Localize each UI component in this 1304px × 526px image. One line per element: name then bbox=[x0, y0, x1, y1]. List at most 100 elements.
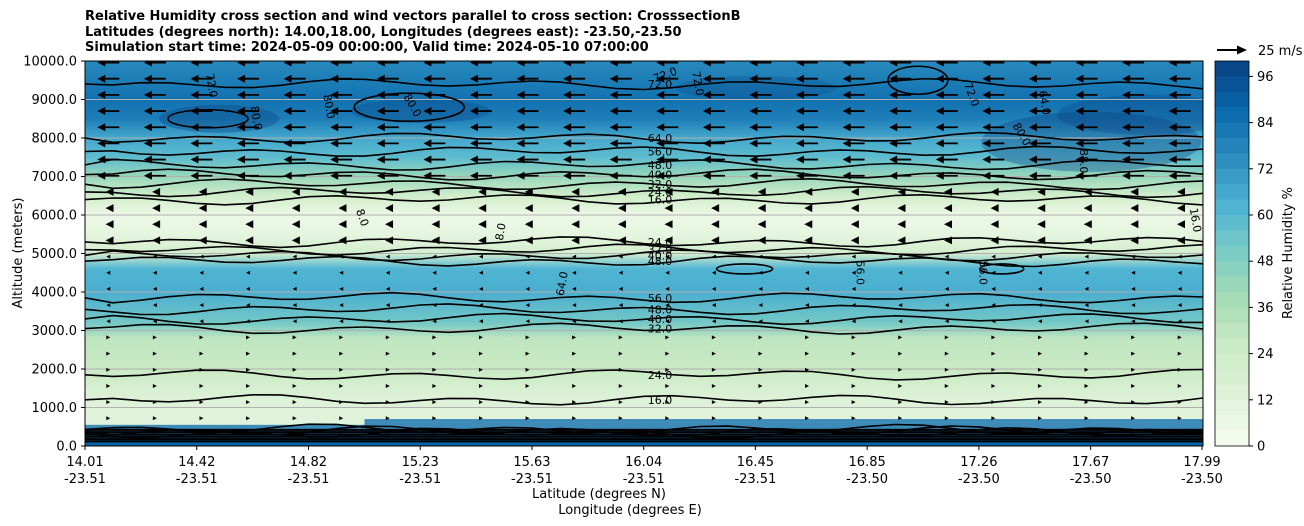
wind-arrow bbox=[851, 319, 856, 324]
wind-arrow bbox=[1084, 351, 1089, 356]
wind-arrow bbox=[944, 286, 949, 291]
wind-arrow bbox=[572, 270, 577, 275]
wind-arrow bbox=[1131, 400, 1136, 405]
wind-arrow bbox=[711, 367, 716, 372]
wind-arrow bbox=[385, 254, 390, 259]
wind-arrow bbox=[1131, 254, 1136, 259]
wind-arrow-head bbox=[1028, 90, 1037, 99]
wind-arrow bbox=[991, 400, 996, 405]
wind-arrow-head bbox=[804, 220, 813, 229]
wind-arrow bbox=[1131, 367, 1136, 372]
wind-arrow bbox=[385, 286, 390, 291]
wind-arrow bbox=[1177, 270, 1182, 275]
wind-arrow bbox=[758, 319, 763, 324]
wind-arrow bbox=[199, 335, 204, 340]
wind-arrow-head bbox=[656, 61, 665, 67]
wind-arrow bbox=[106, 335, 111, 340]
wind-arrow bbox=[199, 367, 204, 372]
wind-arrow bbox=[478, 270, 483, 275]
wind-arrow-head bbox=[842, 123, 851, 132]
wind-arrow-head bbox=[889, 74, 898, 83]
wind-arrow bbox=[385, 367, 390, 372]
wind-arrow bbox=[805, 383, 810, 388]
contour-line-9 bbox=[85, 255, 1203, 268]
contour-label-15: 32.0 bbox=[648, 178, 673, 191]
wind-arrow bbox=[199, 383, 204, 388]
wind-arrow bbox=[898, 367, 903, 372]
contour-label-11: 32.0 bbox=[648, 244, 673, 257]
wind-arrow-head bbox=[283, 155, 292, 164]
wind-arrow bbox=[805, 254, 810, 259]
wind-arrow-head bbox=[944, 187, 953, 196]
x-tick-lat: 16.04 bbox=[625, 455, 662, 470]
wind-arrow-head bbox=[152, 236, 161, 245]
wind-arrow-head bbox=[1122, 107, 1131, 116]
wind-arrow bbox=[385, 303, 390, 308]
wind-arrow-head bbox=[469, 74, 478, 83]
wind-arrow-head bbox=[804, 204, 813, 213]
wind-arrow-head bbox=[338, 236, 347, 245]
wind-arrow bbox=[432, 432, 437, 437]
wind-arrow bbox=[572, 286, 577, 291]
wind-arrow-head bbox=[330, 155, 339, 164]
wind-arrow bbox=[758, 416, 763, 421]
wind-arrow bbox=[152, 270, 157, 275]
wind-arrow-head bbox=[1168, 90, 1177, 99]
wind-arrow-head bbox=[469, 107, 478, 116]
wind-arrow-head bbox=[617, 204, 626, 213]
wind-arrow bbox=[292, 400, 297, 405]
wind-arrow-head bbox=[237, 74, 246, 83]
wind-arrow bbox=[898, 303, 903, 308]
wind-arrow-head bbox=[563, 171, 572, 180]
wind-arrow-head bbox=[469, 155, 478, 164]
wind-arrow-head bbox=[609, 90, 618, 99]
wind-arrow-head bbox=[143, 61, 152, 67]
wind-arrow-head bbox=[944, 220, 953, 229]
x-tick-lat: 17.26 bbox=[960, 455, 997, 470]
wind-arrow bbox=[106, 367, 111, 372]
wind-arrow-head bbox=[376, 107, 385, 116]
wind-arrow-head bbox=[889, 171, 898, 180]
wind-arrow bbox=[944, 367, 949, 372]
wind-arrow-head bbox=[609, 107, 618, 116]
wind-arrow bbox=[106, 432, 111, 437]
wind-arrow bbox=[805, 351, 810, 356]
wind-arrow-head bbox=[1176, 204, 1185, 213]
wind-arrow-head bbox=[97, 139, 106, 148]
wind-arrow-head bbox=[1028, 74, 1037, 83]
wind-arrow-head bbox=[431, 187, 440, 196]
contour-line-14 bbox=[85, 185, 1203, 199]
wind-arrow-head bbox=[469, 61, 478, 67]
wind-arrow bbox=[106, 351, 111, 356]
inline-contour-label-10: 8.0 bbox=[353, 207, 371, 228]
wind-arrow-head bbox=[1122, 74, 1131, 83]
wind-arrow bbox=[246, 319, 251, 324]
wind-arrow bbox=[106, 319, 111, 324]
wind-arrow bbox=[432, 270, 437, 275]
wind-arrow-head bbox=[291, 187, 300, 196]
wind-arrow-head bbox=[571, 220, 580, 229]
wind-arrow-head bbox=[385, 236, 394, 245]
wind-arrow bbox=[1037, 286, 1042, 291]
wind-arrow-head bbox=[749, 107, 758, 116]
y-tick-label: 6000.0 bbox=[32, 209, 78, 224]
wind-arrow-head bbox=[842, 155, 851, 164]
wind-arrow bbox=[1131, 319, 1136, 324]
colorbar-tick-label: 60 bbox=[1257, 209, 1274, 224]
wind-arrow-head bbox=[431, 236, 440, 245]
wind-arrow-head bbox=[1168, 123, 1177, 132]
wind-arrow-head bbox=[330, 123, 339, 132]
wind-arrow bbox=[292, 335, 297, 340]
wind-arrow bbox=[805, 400, 810, 405]
x-axis-label-lat: Latitude (degrees N) bbox=[532, 487, 666, 502]
contour-label-10: 40.0 bbox=[648, 249, 673, 262]
wind-arrow-head bbox=[1075, 107, 1084, 116]
wind-arrow-head bbox=[143, 90, 152, 99]
wind-arrow-head bbox=[656, 171, 665, 180]
wind-arrow-head bbox=[1075, 123, 1084, 132]
wind-arrow-head bbox=[702, 139, 711, 148]
wind-arrow-head bbox=[237, 123, 246, 132]
wind-arrow-head bbox=[897, 204, 906, 213]
wind-arrow-head bbox=[376, 155, 385, 164]
colorbar: 0 12 24 36 48 60 72 84 96 Relative Humidity % bbox=[1214, 60, 1296, 455]
